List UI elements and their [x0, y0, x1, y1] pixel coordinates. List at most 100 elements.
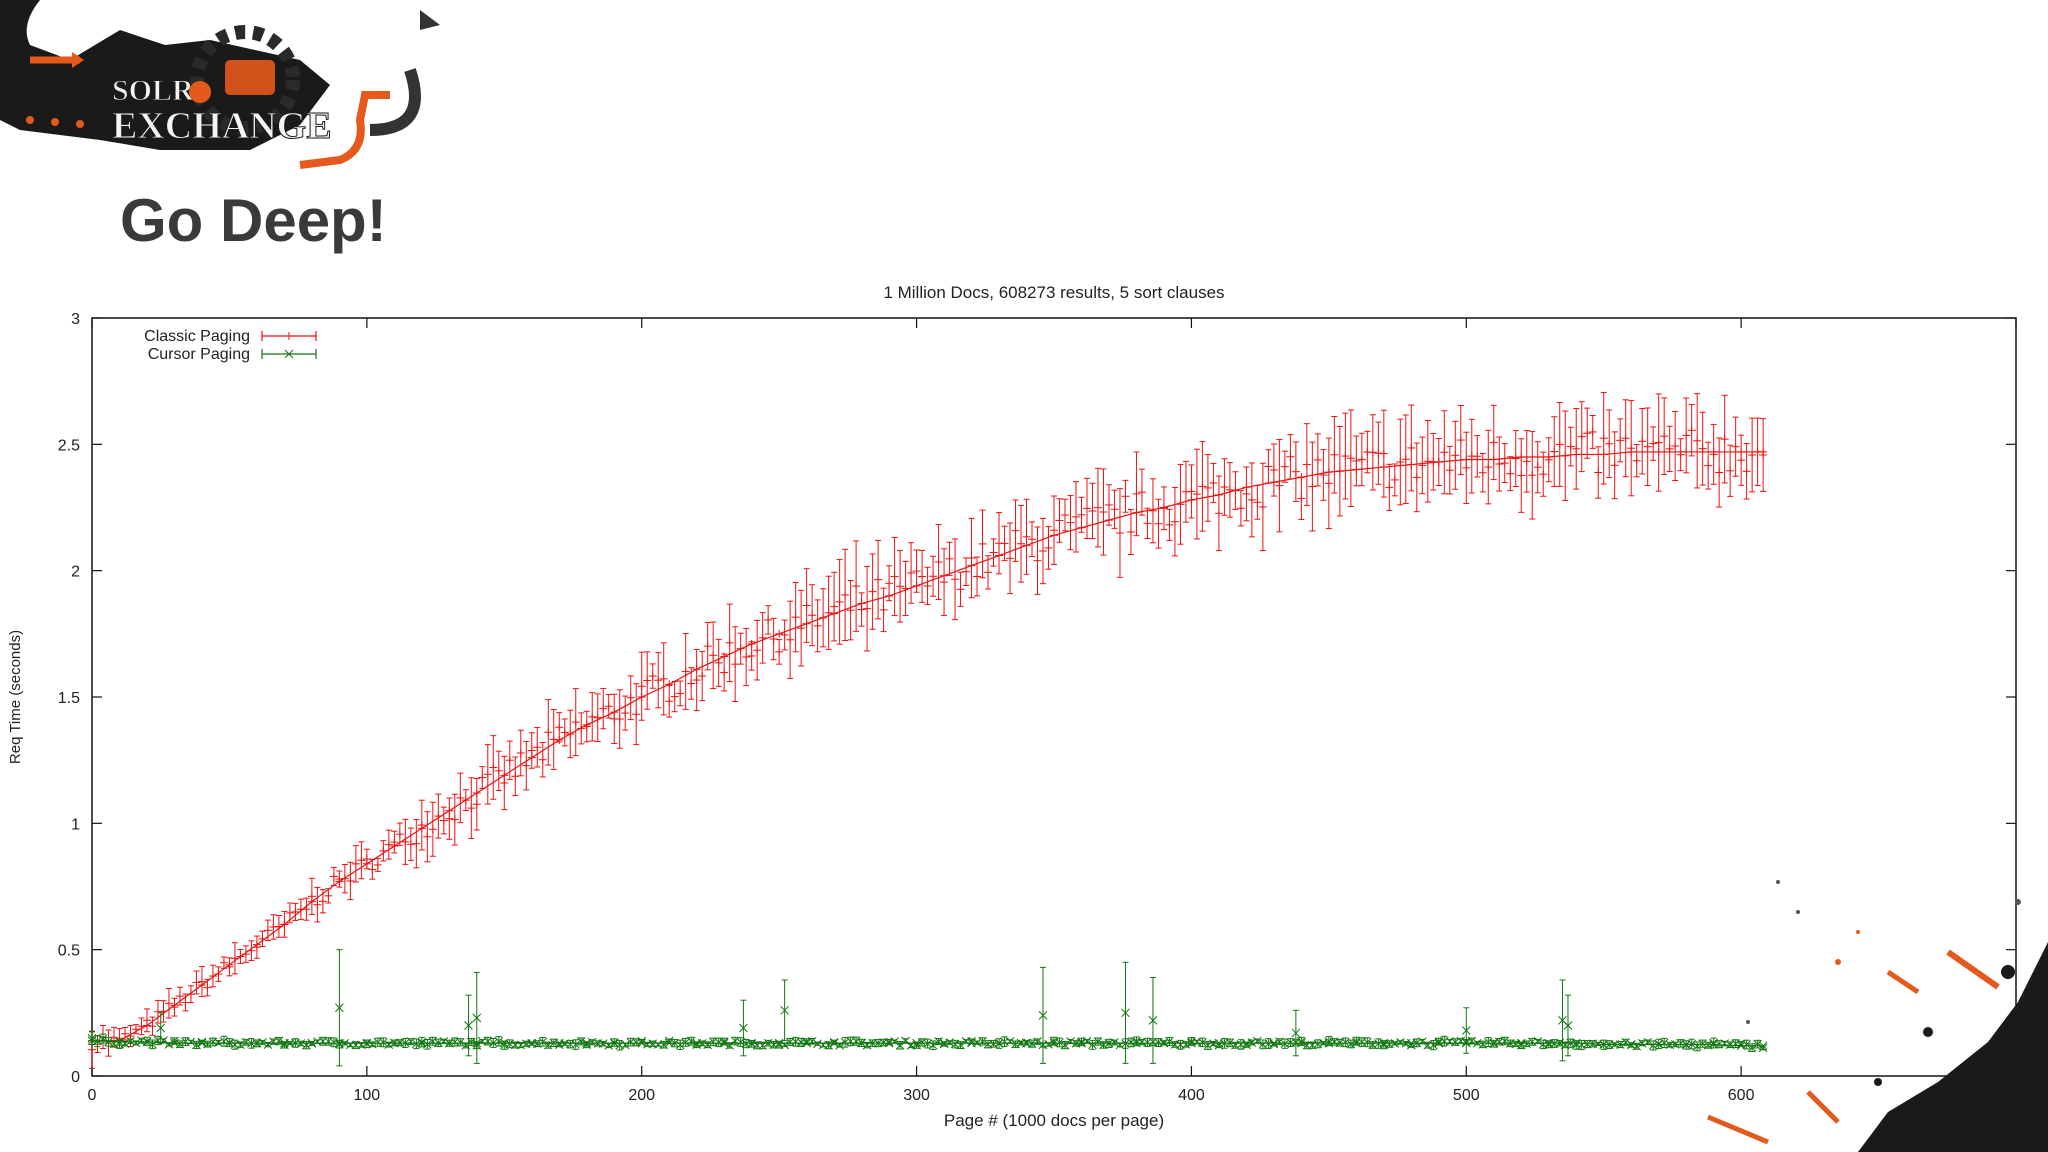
logo-arrow-bottom — [299, 91, 390, 169]
data-point — [725, 1041, 735, 1050]
data-point — [747, 1038, 757, 1048]
data-point — [428, 1036, 438, 1046]
data-point — [686, 1036, 696, 1046]
data-point — [884, 1037, 894, 1047]
data-point — [1044, 1039, 1053, 1049]
outlier-point — [335, 1003, 344, 1013]
x-tick-label: 500 — [1453, 1087, 1480, 1104]
data-point — [258, 1038, 267, 1047]
data-point — [1428, 1040, 1438, 1050]
data-point — [1681, 1040, 1691, 1049]
data-point — [362, 1038, 372, 1048]
x-tick-label: 600 — [1728, 1087, 1755, 1104]
chart-title: 1 Million Docs, 608273 results, 5 sort c… — [883, 283, 1224, 302]
logo-splatter-shape — [0, 0, 330, 150]
data-point — [444, 1038, 454, 1048]
data-point — [170, 1036, 179, 1046]
data-point — [1115, 1040, 1125, 1050]
data-point — [1489, 1038, 1499, 1048]
series-line — [92, 451, 1764, 1042]
legend-marker — [284, 349, 294, 359]
data-point — [1132, 1038, 1141, 1048]
data-point — [862, 1040, 872, 1050]
axes: 010020030040050060070000.511.522.53 — [58, 311, 2030, 1104]
data-point — [499, 1040, 509, 1050]
data-point — [1093, 1037, 1103, 1046]
data-point — [1643, 1037, 1653, 1047]
data-point — [170, 1038, 179, 1048]
outlier-point — [472, 1013, 482, 1023]
data-point — [1258, 1040, 1268, 1049]
data-point — [1198, 1038, 1207, 1047]
paint-splatter-decoration — [1707, 880, 2048, 1152]
data-point — [598, 1039, 608, 1049]
x-tick-label: 0 — [88, 1087, 97, 1104]
data-point — [1571, 1038, 1581, 1048]
data-point — [1648, 1041, 1658, 1050]
data-point — [1450, 1037, 1460, 1047]
legend-sample-cursor — [261, 349, 317, 359]
data-point — [1351, 1036, 1361, 1046]
y-tick-label: 2 — [71, 564, 80, 581]
y-tick-label: 1.5 — [58, 690, 80, 707]
data-point — [499, 1038, 509, 1048]
data-point — [115, 1037, 124, 1047]
data-point — [1379, 1040, 1389, 1050]
data-point — [703, 1040, 713, 1050]
data-point — [642, 1039, 652, 1049]
legend: Classic Paging Cursor Paging — [144, 328, 317, 363]
data-point — [554, 1038, 564, 1048]
y-tick-label: 0 — [71, 1069, 80, 1086]
data-point — [538, 1037, 548, 1047]
data-point — [1472, 1038, 1482, 1048]
data-point — [1297, 1038, 1306, 1048]
data-point — [813, 1039, 822, 1049]
data-point — [719, 1038, 729, 1048]
logo-gear — [190, 25, 300, 135]
data-point — [1242, 1040, 1251, 1050]
data-point — [1242, 1038, 1251, 1048]
data-point — [1500, 1036, 1510, 1046]
data-point — [120, 1039, 130, 1049]
data-point — [934, 1037, 943, 1046]
data-point — [1516, 1040, 1526, 1050]
data-point — [1247, 1038, 1257, 1047]
data-point — [1395, 1038, 1405, 1047]
outlier-point — [1148, 1016, 1158, 1025]
data-point — [912, 1040, 921, 1050]
outlier-point — [1121, 1008, 1130, 1018]
data-point — [1060, 1040, 1070, 1050]
data-point — [1214, 1040, 1224, 1050]
data-point — [1099, 1040, 1108, 1050]
data-point — [1654, 1040, 1664, 1049]
data-point — [252, 1038, 262, 1048]
data-point — [324, 1037, 333, 1046]
data-point — [1758, 1041, 1768, 1051]
data-point — [417, 1038, 427, 1048]
data-point — [516, 1040, 526, 1050]
data-point — [917, 1038, 927, 1047]
data-point — [664, 1038, 674, 1048]
data-point — [1533, 1037, 1543, 1046]
data-point — [1599, 1040, 1609, 1049]
data-point — [1181, 1040, 1191, 1049]
data-point — [543, 1040, 553, 1050]
data-point — [1033, 1037, 1042, 1046]
data-point — [203, 1039, 212, 1049]
data-point — [1417, 1037, 1427, 1046]
data-point — [1753, 1039, 1762, 1049]
logo-robot-icon — [225, 60, 275, 95]
data-point — [296, 1039, 306, 1048]
data-point — [280, 1038, 289, 1048]
data-point — [1577, 1040, 1587, 1050]
data-point — [939, 1038, 949, 1048]
data-point — [175, 1039, 185, 1049]
data-point — [197, 1038, 207, 1048]
data-point — [1637, 1038, 1647, 1048]
data-point — [1544, 1039, 1554, 1049]
logo-arrow-right — [369, 68, 421, 136]
data-point — [1077, 1038, 1086, 1048]
data-point — [1308, 1040, 1317, 1050]
data-point — [280, 1040, 289, 1050]
data-point — [1478, 1040, 1488, 1049]
